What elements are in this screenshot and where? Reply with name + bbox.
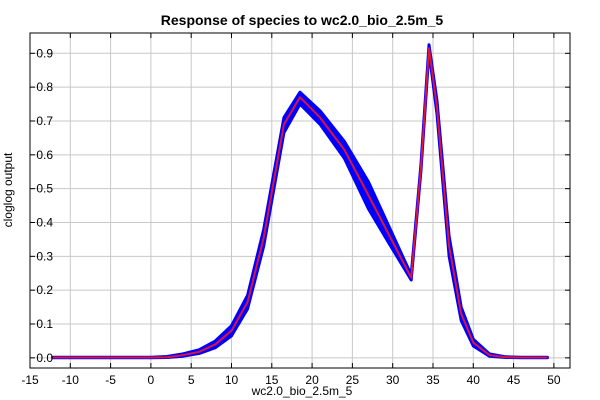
x-axis-label: wc2.0_bio_2.5m_5: [251, 384, 353, 398]
x-tick-label: 0: [148, 373, 155, 387]
x-tick-label: 5: [188, 373, 195, 387]
x-tick-label: 10: [225, 373, 239, 387]
axis-ticks: -15 -10 -5 0 5 10 15 20 25 30 35 40 45 50 0.0 0.1 0.2 0.3…: [21, 33, 570, 387]
x-tick-label: -5: [105, 373, 116, 387]
y-tick-label: 0.4: [36, 215, 53, 229]
x-tick-label: 45: [507, 373, 521, 387]
y-tick-label: 0.9: [36, 46, 53, 60]
y-tick-label: 0.8: [36, 80, 53, 94]
x-tick-label: 50: [547, 373, 561, 387]
y-tick-label: 0.6: [36, 148, 53, 162]
y-tick-label: 0.2: [36, 283, 53, 297]
chart-title: Response of species to wc2.0_bio_2.5m_5: [161, 12, 444, 28]
x-tick-label: 35: [426, 373, 440, 387]
x-tick-label: 15: [265, 373, 279, 387]
plot-frame: [29, 32, 571, 369]
x-tick-label: 30: [386, 373, 400, 387]
x-tick-label: -10: [62, 373, 80, 387]
mean-line-layer: [52, 47, 548, 359]
mean-response-line: [52, 47, 548, 359]
x-tick-label: 25: [346, 373, 360, 387]
y-axis-label: cloglog output: [1, 152, 15, 227]
x-tick-label: 40: [467, 373, 481, 387]
y-tick-label: 0.0: [36, 351, 53, 365]
x-tick-label: 20: [305, 373, 319, 387]
y-tick-label: 0.1: [36, 317, 53, 331]
grid: [29, 33, 570, 368]
y-tick-label: 0.3: [36, 249, 53, 263]
y-tick-label: 0.7: [36, 114, 53, 128]
y-tick-label: 0.5: [36, 182, 53, 196]
x-tick-label: -15: [21, 373, 39, 387]
